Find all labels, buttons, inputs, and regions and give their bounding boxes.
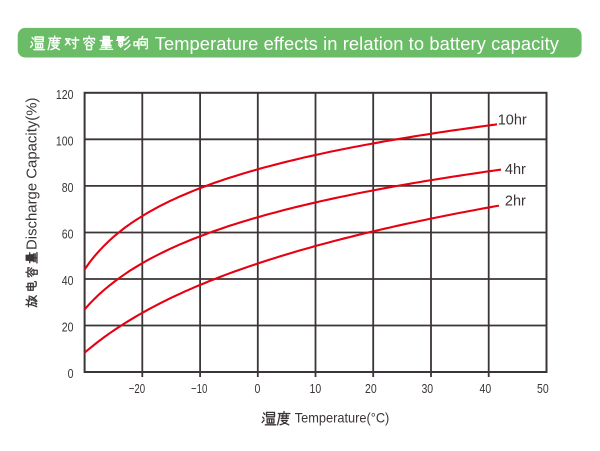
svg-text:80: 80 [62, 180, 74, 195]
svg-text:10hr: 10hr [498, 113, 527, 129]
svg-text:50: 50 [537, 381, 549, 396]
svg-text:Discharge Capacity(%): Discharge Capacity(%) [24, 97, 40, 250]
svg-text:120: 120 [56, 87, 74, 102]
svg-text:4hr: 4hr [505, 162, 526, 178]
svg-text:0: 0 [68, 366, 74, 381]
svg-text:100: 100 [56, 134, 74, 149]
svg-text:−10: −10 [191, 381, 207, 396]
svg-text:40: 40 [62, 273, 74, 288]
svg-text:Temperature(°C): Temperature(°C) [295, 410, 390, 426]
svg-text:2hr: 2hr [505, 194, 526, 210]
svg-text:30: 30 [421, 381, 433, 396]
svg-text:40: 40 [480, 381, 492, 396]
svg-text:Temperature effects in relatio: Temperature effects in relation to batte… [155, 33, 560, 54]
svg-text:0: 0 [255, 381, 261, 396]
svg-text:60: 60 [62, 227, 74, 242]
svg-text:10: 10 [310, 381, 322, 396]
svg-text:−20: −20 [129, 381, 145, 396]
svg-text:20: 20 [365, 381, 377, 396]
svg-text:20: 20 [62, 320, 74, 335]
